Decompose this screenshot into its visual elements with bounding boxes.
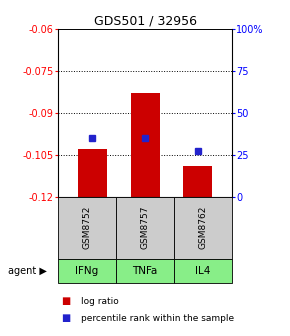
- Bar: [183, 166, 212, 197]
- Text: GSM8757: GSM8757: [140, 206, 150, 249]
- Text: percentile rank within the sample: percentile rank within the sample: [81, 314, 234, 323]
- Text: GSM8752: GSM8752: [82, 206, 92, 249]
- Text: TNFa: TNFa: [132, 266, 158, 276]
- Text: IFNg: IFNg: [75, 266, 99, 276]
- Text: GSM8762: GSM8762: [198, 206, 208, 249]
- Title: GDS501 / 32956: GDS501 / 32956: [93, 14, 197, 28]
- Text: ■: ■: [61, 313, 70, 323]
- Bar: [78, 149, 107, 197]
- Bar: [130, 93, 160, 197]
- Text: ■: ■: [61, 296, 70, 306]
- Text: agent ▶: agent ▶: [8, 266, 46, 276]
- Text: IL4: IL4: [195, 266, 211, 276]
- Text: log ratio: log ratio: [81, 297, 119, 306]
